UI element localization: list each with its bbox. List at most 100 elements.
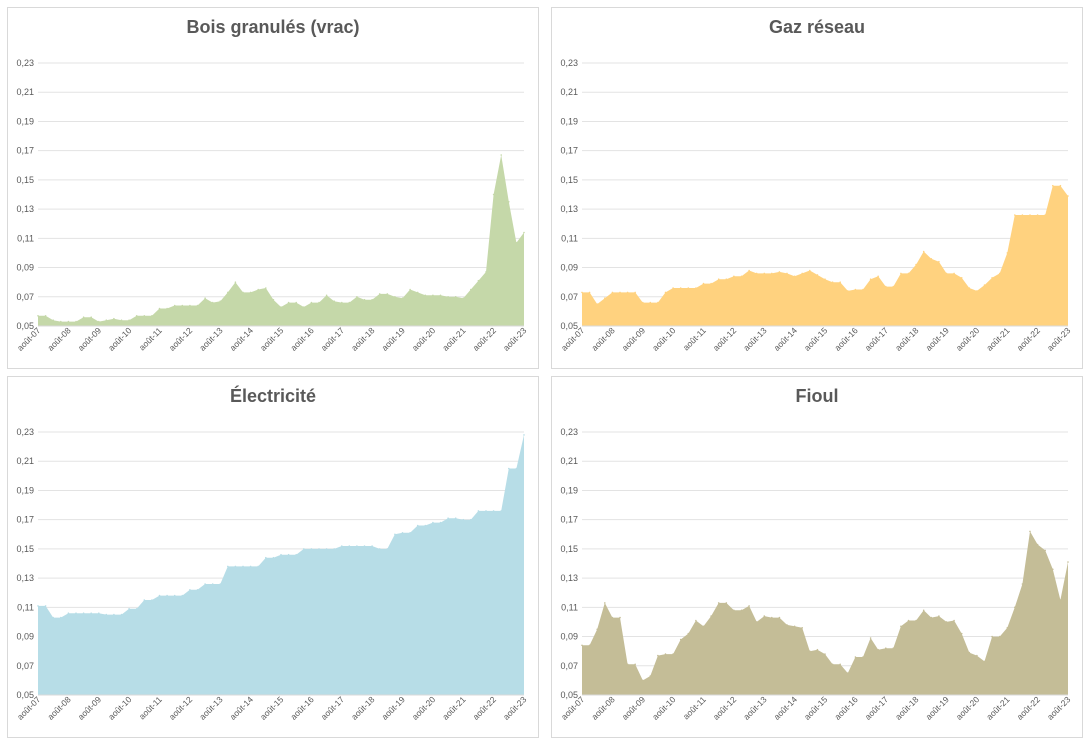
data-point — [1006, 252, 1009, 254]
data-point — [611, 616, 614, 619]
x-tick-label: août-23 — [501, 325, 529, 353]
data-point — [52, 616, 54, 619]
data-point — [310, 548, 313, 550]
data-point — [809, 650, 811, 652]
data-point — [82, 612, 85, 614]
data-point — [717, 278, 720, 281]
chart-svg-fioul: 0,05 0,07 0,09 0,11 0,13 0,15 0,17 0,19 0,21 0,23… — [559, 427, 1073, 722]
data-point — [60, 320, 62, 323]
data-point — [303, 548, 305, 550]
x-tick-label: août-13 — [741, 325, 769, 353]
data-point — [409, 288, 411, 291]
data-point — [325, 294, 328, 297]
x-tick-label: août-11 — [681, 325, 708, 352]
data-point — [1067, 195, 1069, 197]
data-point — [755, 621, 758, 623]
area-series — [38, 155, 524, 326]
data-point — [325, 548, 328, 550]
data-point — [968, 651, 971, 654]
y-tick-label: 0,21 — [560, 456, 578, 466]
y-tick-label: 0,19 — [16, 116, 34, 126]
data-point — [877, 648, 879, 651]
data-point — [272, 556, 275, 559]
data-point — [824, 653, 826, 655]
data-point — [1021, 583, 1024, 585]
data-point — [626, 663, 629, 666]
data-point — [227, 291, 229, 294]
y-tick-label: 0,15 — [16, 175, 34, 185]
data-point — [135, 608, 138, 610]
data-point — [257, 288, 259, 291]
y-tick-label: 0,19 — [16, 485, 34, 495]
data-point — [930, 258, 933, 260]
x-tick-label: août-22 — [1015, 325, 1043, 353]
x-tick-label: août-23 — [1045, 694, 1073, 722]
y-tick-label: 0,15 — [560, 544, 578, 554]
x-tick-label: août-19 — [923, 694, 951, 722]
data-point — [82, 316, 85, 319]
data-point — [105, 319, 108, 322]
data-point — [786, 272, 788, 275]
data-point — [915, 619, 917, 622]
data-point — [596, 628, 598, 631]
data-point — [181, 594, 184, 597]
data-point — [695, 619, 697, 622]
data-point — [508, 201, 510, 203]
y-tick-label: 0,15 — [560, 175, 578, 185]
data-point — [960, 277, 963, 279]
data-point — [158, 307, 161, 310]
data-point — [581, 291, 583, 294]
x-tick-label: août-16 — [288, 325, 316, 353]
data-point — [1021, 214, 1024, 216]
data-point — [143, 599, 146, 601]
data-point — [515, 241, 518, 244]
data-point — [877, 275, 879, 278]
data-point — [657, 654, 659, 657]
y-tick-label: 0,07 — [560, 661, 578, 671]
data-point — [604, 602, 606, 604]
data-point — [847, 290, 849, 292]
chart-title: Bois granulés (vrac) — [186, 17, 360, 37]
y-tick-label: 0,23 — [560, 427, 578, 437]
y-tick-label: 0,17 — [16, 146, 34, 156]
data-point — [166, 594, 168, 597]
data-point — [37, 605, 39, 607]
data-point — [642, 679, 644, 682]
data-point — [234, 281, 237, 284]
data-point — [219, 300, 222, 303]
x-tick-label: août-09 — [620, 325, 648, 353]
data-point — [98, 612, 100, 614]
x-tick-label: août-21 — [440, 325, 468, 353]
data-point — [679, 287, 682, 289]
x-tick-label: août-21 — [984, 694, 1012, 722]
data-point — [953, 619, 955, 622]
data-point — [998, 635, 1001, 638]
data-point — [976, 654, 978, 657]
data-point — [439, 521, 442, 524]
data-point — [816, 648, 819, 651]
data-point — [287, 301, 290, 304]
data-point — [611, 291, 614, 294]
x-tick-label: août-20 — [954, 694, 982, 722]
data-point — [113, 613, 115, 616]
data-point — [341, 545, 343, 547]
x-tick-label: août-08 — [589, 325, 617, 353]
data-point — [416, 524, 419, 527]
x-tick-label: août-14 — [228, 325, 256, 353]
area-series — [582, 185, 1068, 326]
y-tick-label: 0,11 — [17, 233, 34, 243]
x-tick-label: août-18 — [349, 694, 377, 722]
data-point — [869, 278, 872, 281]
data-point — [211, 583, 214, 585]
data-point — [348, 301, 351, 304]
data-point — [166, 307, 168, 310]
data-point — [492, 510, 495, 512]
data-point — [907, 619, 910, 622]
data-point — [424, 294, 427, 297]
data-point — [37, 315, 39, 317]
data-point — [75, 612, 77, 614]
data-point — [173, 594, 176, 597]
data-point — [907, 272, 910, 275]
y-tick-label: 0,13 — [560, 204, 578, 214]
y-tick-label: 0,21 — [16, 456, 34, 466]
